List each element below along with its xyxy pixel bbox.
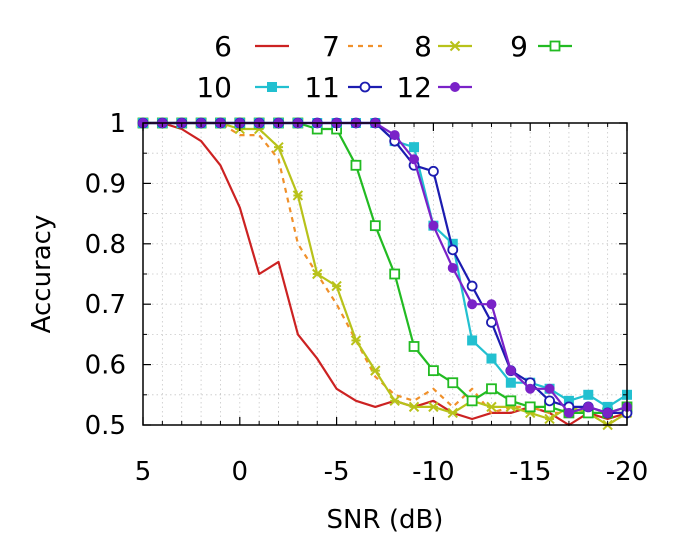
- legend-label: 10: [196, 71, 232, 104]
- y-tick-label: 0.8: [85, 230, 126, 260]
- y-tick-label: 0.9: [85, 169, 126, 199]
- x-tick-label: -10: [412, 457, 454, 487]
- data-point: [466, 395, 478, 407]
- legend-item-7: 7: [322, 30, 382, 63]
- legend-item-6: 6: [214, 30, 289, 63]
- data-point: [466, 280, 478, 292]
- data-point: [505, 395, 517, 407]
- data-point: [370, 365, 381, 376]
- data-point: [505, 365, 516, 376]
- legend-label: 7: [322, 30, 340, 63]
- series-9: [137, 117, 633, 419]
- series-12: [138, 118, 632, 418]
- data-point: [525, 383, 536, 394]
- data-point: [549, 40, 561, 52]
- data-point: [602, 407, 613, 418]
- data-point: [505, 377, 516, 388]
- legend-item-11: 11: [304, 71, 382, 104]
- x-axis-label: SNR (dB): [327, 505, 444, 535]
- data-point: [428, 220, 439, 231]
- data-point: [331, 280, 342, 292]
- data-point: [409, 154, 420, 165]
- data-point: [486, 383, 497, 395]
- legend-item-8: 8: [414, 30, 472, 63]
- data-point: [563, 407, 574, 418]
- data-point: [544, 413, 555, 425]
- data-point: [292, 190, 304, 201]
- series-11: [137, 117, 633, 419]
- data-point: [350, 159, 362, 171]
- data-point: [267, 82, 277, 92]
- data-point: [359, 81, 371, 93]
- data-point: [447, 262, 458, 273]
- series-10: [138, 118, 632, 412]
- data-point: [389, 268, 401, 280]
- legend-label: 11: [304, 71, 340, 104]
- data-point: [408, 401, 420, 413]
- legend-label: 8: [414, 30, 432, 63]
- y-tick-label: 1: [109, 109, 126, 139]
- data-point: [447, 244, 459, 256]
- data-point: [408, 341, 420, 352]
- data-point: [544, 383, 555, 394]
- data-point: [369, 220, 381, 232]
- x-tick-label: 5: [135, 457, 152, 487]
- series-line-11: [143, 121, 627, 414]
- data-point: [450, 82, 460, 92]
- data-point: [428, 401, 439, 413]
- y-tick-label: 0.5: [85, 411, 126, 441]
- y-tick-label: 0.6: [85, 351, 126, 381]
- data-point: [486, 299, 497, 310]
- legend-item-9: 9: [510, 30, 572, 63]
- data-point: [427, 165, 439, 177]
- data-point: [583, 401, 594, 412]
- legend-label: 6: [214, 30, 232, 63]
- data-point: [350, 335, 362, 346]
- data-point: [312, 268, 323, 280]
- data-point: [449, 40, 461, 52]
- x-tick-label: 0: [232, 457, 249, 487]
- data-point: [467, 335, 478, 346]
- y-axis-label: Accuracy: [27, 215, 57, 334]
- series-line-9: [143, 121, 628, 414]
- x-tick-label: -15: [509, 457, 551, 487]
- y-tick-label: 0.7: [85, 290, 126, 320]
- legend-label: 9: [510, 30, 528, 63]
- x-tick-label: -20: [606, 457, 648, 487]
- data-point: [486, 353, 497, 364]
- data-point: [544, 395, 555, 407]
- data-point: [409, 142, 420, 153]
- legend: 6 7 8 9 10 11 12: [196, 30, 572, 104]
- x-tick-label: -5: [324, 457, 350, 487]
- axis-ticks: 5 0 -5 -10 -15 -20 0.5 0.6 0.7 0.8 0.9 1: [85, 109, 649, 487]
- legend-item-12: 12: [396, 71, 472, 104]
- data-point: [273, 141, 284, 153]
- grid-lines: [142, 122, 628, 426]
- data-point: [583, 389, 594, 400]
- data-point: [524, 401, 536, 413]
- legend-item-10: 10: [196, 71, 289, 104]
- data-point: [447, 407, 458, 419]
- data-point: [389, 130, 400, 141]
- data-point: [447, 377, 459, 389]
- data-point: [486, 401, 497, 413]
- data-point: [427, 365, 439, 377]
- data-point: [389, 395, 400, 407]
- data-point: [486, 316, 497, 328]
- series-line-12: [143, 121, 628, 414]
- legend-label: 12: [396, 71, 432, 104]
- data-point: [467, 299, 478, 310]
